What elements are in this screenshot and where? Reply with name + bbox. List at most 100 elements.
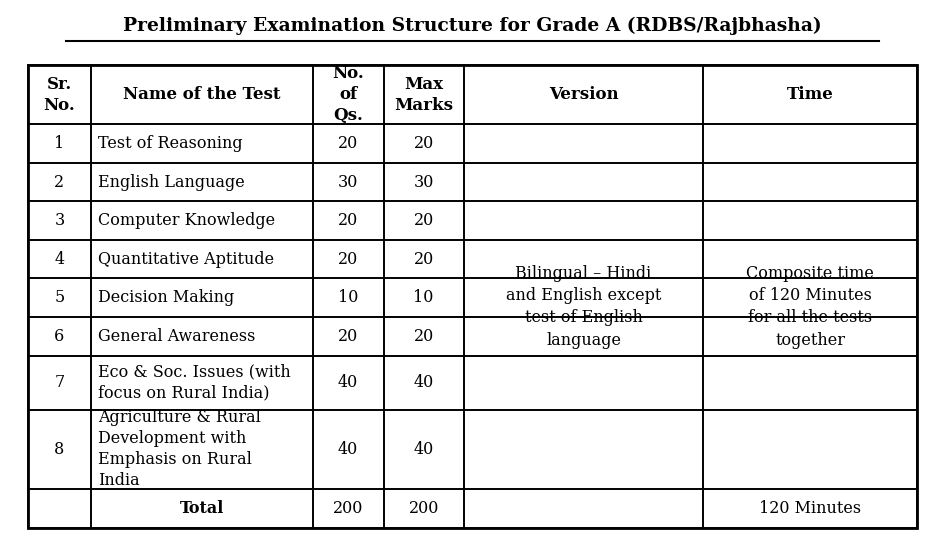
Text: 20: 20 xyxy=(338,251,358,268)
Bar xyxy=(312,65,383,125)
Bar xyxy=(28,65,916,528)
Bar xyxy=(312,279,383,317)
Bar xyxy=(28,201,91,240)
Text: 120 Minutes: 120 Minutes xyxy=(758,500,860,517)
Bar xyxy=(383,125,464,163)
Bar xyxy=(312,201,383,240)
Text: 10: 10 xyxy=(413,289,433,306)
Bar xyxy=(464,410,702,489)
Bar xyxy=(312,125,383,163)
Bar xyxy=(91,317,312,356)
Bar xyxy=(91,410,312,489)
Text: 30: 30 xyxy=(338,174,358,190)
Text: 40: 40 xyxy=(338,441,358,458)
Text: Time: Time xyxy=(785,86,833,103)
Bar xyxy=(383,65,464,125)
Bar xyxy=(28,317,91,356)
Bar xyxy=(702,240,916,279)
Bar xyxy=(464,65,702,125)
Bar xyxy=(312,317,383,356)
Bar xyxy=(91,489,312,528)
Bar xyxy=(91,279,312,317)
Text: Preliminary Examination Structure for Grade A (RDBS/Rajbhasha): Preliminary Examination Structure for Gr… xyxy=(123,16,821,35)
Bar xyxy=(28,163,91,201)
Bar xyxy=(28,240,91,279)
Bar xyxy=(702,163,916,201)
Text: 7: 7 xyxy=(54,374,64,391)
Bar xyxy=(464,125,702,163)
Text: 20: 20 xyxy=(338,135,358,152)
Bar xyxy=(702,489,916,528)
Bar xyxy=(312,489,383,528)
Bar xyxy=(464,240,702,279)
Bar xyxy=(28,125,91,163)
Bar xyxy=(464,163,702,201)
Text: Name of the Test: Name of the Test xyxy=(123,86,280,103)
Bar xyxy=(312,356,383,410)
Bar xyxy=(383,201,464,240)
Bar xyxy=(464,489,702,528)
Bar xyxy=(464,279,702,317)
Bar xyxy=(91,125,312,163)
Bar xyxy=(702,201,916,240)
Text: 8: 8 xyxy=(54,441,64,458)
Bar xyxy=(383,317,464,356)
Bar xyxy=(702,317,916,356)
Bar xyxy=(702,279,916,317)
Text: English Language: English Language xyxy=(98,174,244,190)
Text: 5: 5 xyxy=(54,289,64,306)
Text: 4: 4 xyxy=(55,251,64,268)
Bar xyxy=(383,410,464,489)
Bar xyxy=(28,65,91,125)
Text: 30: 30 xyxy=(413,174,433,190)
Bar xyxy=(702,65,916,125)
Bar xyxy=(464,317,702,356)
Bar xyxy=(383,240,464,279)
Bar xyxy=(91,356,312,410)
Text: General Awareness: General Awareness xyxy=(98,328,255,345)
Text: Test of Reasoning: Test of Reasoning xyxy=(98,135,243,152)
Bar xyxy=(702,356,916,410)
Text: Computer Knowledge: Computer Knowledge xyxy=(98,212,275,229)
Text: Max
Marks: Max Marks xyxy=(394,76,453,114)
Text: 3: 3 xyxy=(54,212,64,229)
Text: 40: 40 xyxy=(413,441,433,458)
Bar xyxy=(383,279,464,317)
Text: 40: 40 xyxy=(413,374,433,391)
Text: Total: Total xyxy=(179,500,224,517)
Bar xyxy=(28,489,91,528)
Text: 2: 2 xyxy=(55,174,64,190)
Bar xyxy=(312,410,383,489)
Text: Sr.
No.: Sr. No. xyxy=(43,76,76,114)
Text: 1: 1 xyxy=(54,135,64,152)
Text: 20: 20 xyxy=(413,328,433,345)
Bar xyxy=(28,356,91,410)
Text: 20: 20 xyxy=(413,135,433,152)
Text: Quantitative Aptitude: Quantitative Aptitude xyxy=(98,251,274,268)
Text: Decision Making: Decision Making xyxy=(98,289,234,306)
Bar xyxy=(28,410,91,489)
Text: Agriculture & Rural
Development with
Emphasis on Rural
India: Agriculture & Rural Development with Emp… xyxy=(98,410,261,489)
Bar xyxy=(91,201,312,240)
Bar xyxy=(91,65,312,125)
Bar xyxy=(91,163,312,201)
Text: No.
of
Qs.: No. of Qs. xyxy=(332,65,363,124)
Bar xyxy=(28,279,91,317)
Text: Composite time
of 120 Minutes
for all the tests
together: Composite time of 120 Minutes for all th… xyxy=(746,265,873,349)
Bar xyxy=(312,163,383,201)
Text: 20: 20 xyxy=(338,212,358,229)
Bar xyxy=(702,410,916,489)
Bar xyxy=(464,356,702,410)
Text: Eco & Soc. Issues (with
focus on Rural India): Eco & Soc. Issues (with focus on Rural I… xyxy=(98,363,291,401)
Text: 20: 20 xyxy=(338,328,358,345)
Text: 20: 20 xyxy=(413,212,433,229)
Text: 6: 6 xyxy=(54,328,64,345)
Text: 40: 40 xyxy=(338,374,358,391)
Bar xyxy=(383,489,464,528)
Bar xyxy=(312,240,383,279)
Bar xyxy=(464,201,702,240)
Text: 10: 10 xyxy=(338,289,358,306)
Bar xyxy=(702,125,916,163)
Text: Bilingual – Hindi
and English except
test of English
language: Bilingual – Hindi and English except tes… xyxy=(505,265,661,349)
Bar xyxy=(91,240,312,279)
